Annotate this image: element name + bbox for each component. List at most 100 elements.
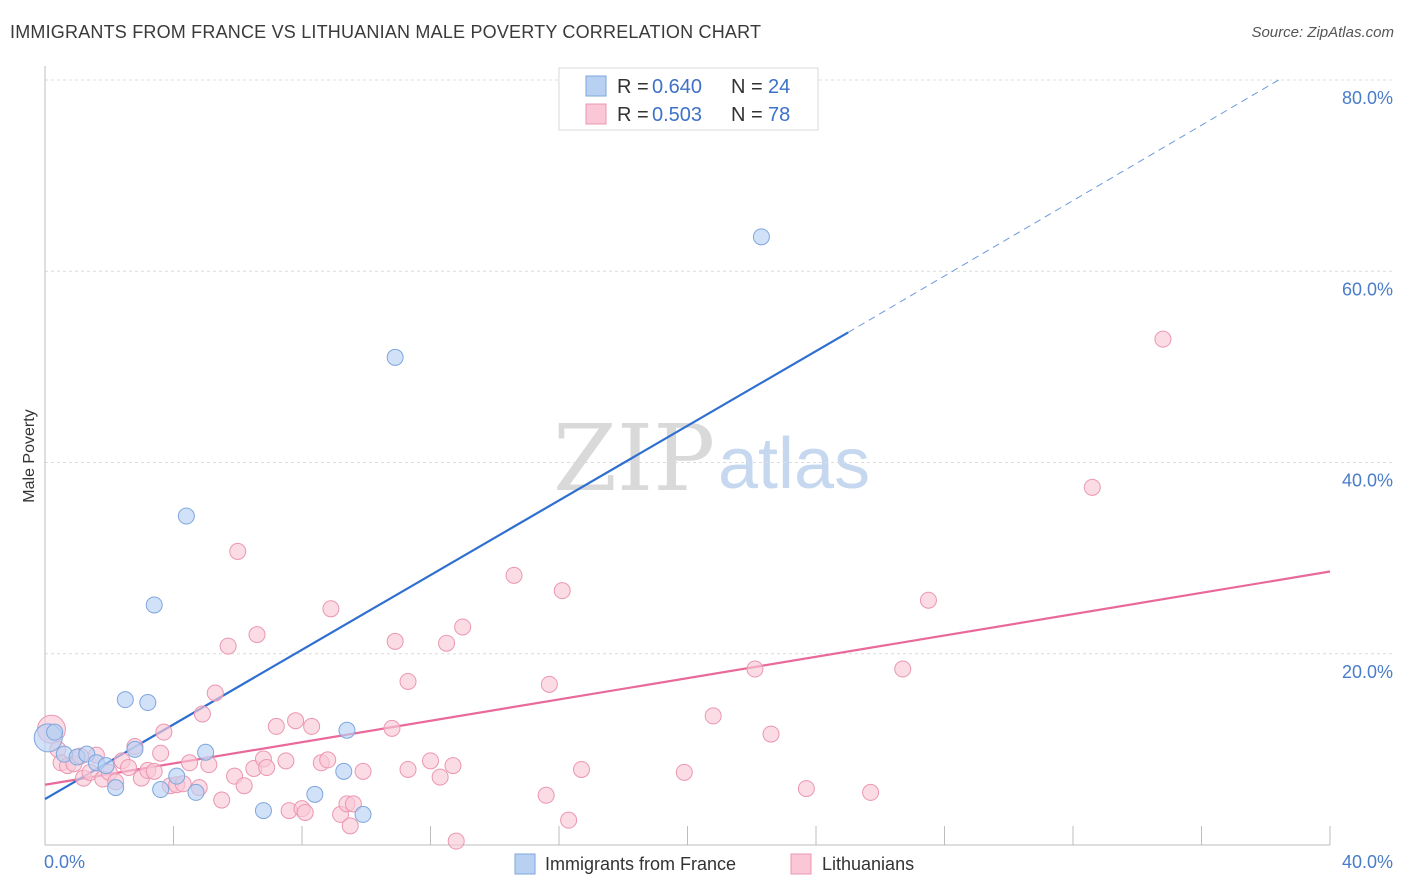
france-point xyxy=(139,694,157,712)
lithuanians-point xyxy=(206,684,224,702)
axes: 20.0% 40.0% 60.0% 80.0% xyxy=(44,66,1393,846)
lithuanians-point xyxy=(399,760,417,778)
lithuanians-point xyxy=(553,582,571,600)
lithuanians-point xyxy=(505,566,523,584)
legend-r-value-france: 0.640 xyxy=(652,76,702,98)
france-point xyxy=(187,783,205,801)
france-point xyxy=(107,779,125,797)
france-point xyxy=(168,767,186,785)
lithuanians-point xyxy=(431,768,449,786)
lithuanians-point xyxy=(267,717,285,735)
lithuanians-point xyxy=(438,634,456,652)
lithuanians-point xyxy=(444,757,462,775)
france-trend-extension xyxy=(847,79,1279,333)
lithuanians-trend-line xyxy=(44,570,1331,786)
lithuanians-point xyxy=(383,719,401,737)
source-credit: Source: ZipAtlas.com xyxy=(1251,24,1394,41)
lithuanians-point xyxy=(145,762,163,780)
lithuanians-point xyxy=(1083,478,1101,496)
lithuanians-point xyxy=(258,759,276,777)
lithuanians-point xyxy=(675,763,693,781)
legend-r-value-lithuanians: 0.503 xyxy=(652,104,702,126)
y-axis-title: Male Poverty xyxy=(21,409,38,502)
france-point xyxy=(752,228,770,246)
lithuanians-point xyxy=(344,795,362,813)
legend-n-value-lithuanians: 78 xyxy=(768,104,790,126)
lithuanians-point xyxy=(213,791,231,809)
data-points xyxy=(33,228,1172,850)
lithuanians-point xyxy=(560,811,578,829)
chart-title: IMMIGRANTS FROM FRANCE VS LITHUANIAN MAL… xyxy=(10,22,762,42)
france-point xyxy=(197,743,215,761)
lithuanians-point xyxy=(120,759,138,777)
france-point xyxy=(335,762,353,780)
x-tick-label-min: 0.0% xyxy=(44,852,85,872)
lithuanians-point xyxy=(540,675,558,693)
watermark-zip: ZIP xyxy=(553,405,715,512)
lithuanians-point xyxy=(422,752,439,770)
france-point xyxy=(126,740,144,758)
lithuanians-point xyxy=(386,632,404,650)
series-legend-label-lithuanians: Lithuanians xyxy=(822,854,914,874)
lithuanians-point xyxy=(447,832,465,850)
lithuanians-point xyxy=(762,725,780,743)
france-point xyxy=(254,802,272,820)
lithuanians-point xyxy=(219,637,237,655)
france-point xyxy=(306,785,324,803)
legend-swatch-france xyxy=(585,75,607,97)
gridlines xyxy=(45,79,1392,655)
france-point xyxy=(177,507,195,525)
stats-legend: R = 0.640 N = 24 R = 0.503 N = 78 xyxy=(558,67,819,131)
legend-n-label-france: N = xyxy=(731,76,763,98)
lithuanians-point xyxy=(319,751,337,769)
france-trend-line xyxy=(44,331,849,801)
lithuanians-point xyxy=(572,760,590,778)
france-point xyxy=(354,805,372,823)
y-tick-label: 60.0% xyxy=(1342,279,1393,299)
lithuanians-point xyxy=(454,618,472,636)
lithuanians-point xyxy=(152,744,170,762)
lithuanians-point xyxy=(248,626,266,644)
lithuanians-point xyxy=(287,712,305,730)
lithuanians-point xyxy=(303,717,321,735)
france-point xyxy=(116,691,134,709)
lithuanians-point xyxy=(229,542,247,560)
lithuanians-point xyxy=(235,777,253,795)
france-point xyxy=(152,781,170,799)
lithuanians-point xyxy=(181,754,199,772)
series-legend-swatch-lithuanians xyxy=(790,853,812,875)
france-point xyxy=(46,723,64,741)
lithuanians-point xyxy=(862,783,880,801)
x-tick-label-max: 40.0% xyxy=(1342,852,1393,872)
lithuanians-point xyxy=(894,660,912,678)
lithuanians-point xyxy=(155,723,173,741)
lithuanians-point xyxy=(1154,330,1172,348)
lithuanians-point xyxy=(537,786,555,804)
legend-swatch-lithuanians xyxy=(585,103,607,125)
trend-lines xyxy=(44,79,1331,801)
lithuanians-point xyxy=(919,591,937,609)
y-tick-label: 40.0% xyxy=(1342,471,1393,491)
france-point xyxy=(386,348,404,366)
lithuanians-point xyxy=(341,817,359,835)
lithuanians-point xyxy=(296,803,314,821)
series-legend: Immigrants from France Lithuanians xyxy=(514,853,914,875)
lithuanians-point xyxy=(193,705,211,723)
legend-r-label-france: R = xyxy=(617,76,649,98)
legend-n-value-france: 24 xyxy=(768,76,790,98)
watermark-atlas: atlas xyxy=(718,424,870,504)
lithuanians-point xyxy=(399,672,417,690)
legend-r-label-lithuanians: R = xyxy=(617,104,649,126)
series-legend-label-france: Immigrants from France xyxy=(545,854,736,874)
france-point xyxy=(145,596,163,614)
y-tick-label: 80.0% xyxy=(1342,88,1393,108)
lithuanians-point xyxy=(704,707,722,725)
lithuanians-point xyxy=(277,752,295,770)
lithuanians-point xyxy=(322,600,340,618)
france-point xyxy=(338,721,356,739)
legend-n-label-lithuanians: N = xyxy=(731,104,763,126)
lithuanians-point xyxy=(746,660,764,678)
y-tick-label: 20.0% xyxy=(1342,662,1393,682)
lithuanians-point xyxy=(354,762,372,780)
